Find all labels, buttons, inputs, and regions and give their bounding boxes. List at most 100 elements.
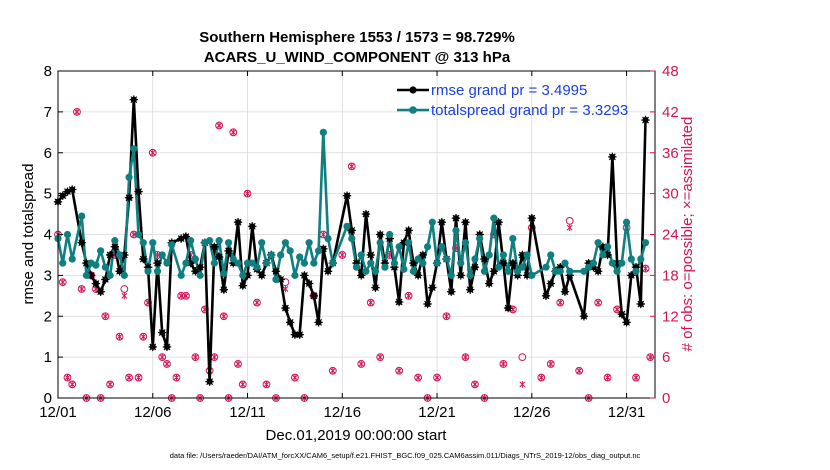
spread-point-114 <box>632 267 640 275</box>
spread-point-16 <box>134 230 143 239</box>
spread-point-112 <box>622 218 631 226</box>
obs-possible-point-69 <box>518 353 527 362</box>
obs-assimilated-point-54 <box>377 353 384 361</box>
spread-point-22 <box>163 259 171 267</box>
spread-point-110 <box>613 267 621 275</box>
spread-point-65 <box>381 263 389 271</box>
spread-point-72 <box>414 255 422 263</box>
spread-point-57 <box>343 222 351 230</box>
spread-point-52 <box>310 259 318 267</box>
spread-point-74 <box>423 243 432 251</box>
rmse-point-33 <box>219 285 229 294</box>
rmse-point-92 <box>508 258 518 268</box>
x-tick-label-2: 12/11 <box>229 404 265 421</box>
y-right-tick-label-1: 6 <box>662 349 670 366</box>
spread-point-69 <box>400 265 408 273</box>
obs-count-layer <box>54 107 655 402</box>
spread-point-23 <box>168 241 176 249</box>
spread-point-102 <box>566 267 574 275</box>
spread-point-2 <box>63 230 72 239</box>
legend-rmse-label: rmse grand pr = 3.4995 <box>431 82 587 99</box>
rmse-point-3 <box>68 185 77 194</box>
spread-point-70 <box>405 239 413 247</box>
obs-assimilated-point-3 <box>69 380 76 388</box>
obs-assimilated-point-50 <box>339 251 346 259</box>
spread-point-93 <box>513 267 522 275</box>
obs-assimilated-point-40 <box>244 190 251 198</box>
rmse-point-74 <box>423 299 432 309</box>
spread-point-67 <box>390 259 399 267</box>
spread-point-104 <box>585 263 593 271</box>
rmse-point-106 <box>593 267 603 276</box>
x-tick-label-1: 12/06 <box>134 404 172 421</box>
rmse-point-111 <box>617 310 627 319</box>
rmse-point-72 <box>413 271 423 280</box>
spread-point-31 <box>210 259 218 267</box>
spread-point-95 <box>523 251 531 259</box>
spread-point-68 <box>395 243 403 251</box>
obs-assimilated-point-15 <box>126 374 133 381</box>
spread-point-56 <box>329 259 337 267</box>
rmse-point-55 <box>323 267 333 276</box>
legend-rmse-marker <box>409 86 417 94</box>
spread-point-85 <box>476 234 484 243</box>
spread-point-34 <box>224 239 233 247</box>
spread-point-48 <box>291 271 299 279</box>
spread-point-81 <box>457 259 465 267</box>
rmse-point-103 <box>579 312 589 321</box>
obs-assimilated-point-73 <box>557 299 564 307</box>
obs-assimilated-point-26 <box>178 292 185 300</box>
obs-assimilated-point-42 <box>263 380 270 388</box>
spread-point-58 <box>348 234 356 243</box>
chart-title-line1: Southern Hemisphere 1553 / 1573 = 98.729… <box>199 29 515 46</box>
y-left-tick-label-5: 5 <box>44 186 52 203</box>
rmse-point-77 <box>437 218 446 227</box>
spread-point-37 <box>239 271 247 279</box>
spread-point-63 <box>371 267 380 275</box>
rmse-point-113 <box>627 271 636 280</box>
rmse-point-19 <box>148 342 157 352</box>
spread-point-33 <box>220 269 228 277</box>
obs-assimilated-point-71 <box>538 374 545 381</box>
obs-assimilated-point-49 <box>329 367 336 375</box>
y-right-tick-label-8: 48 <box>662 63 679 80</box>
spread-point-77 <box>438 243 446 251</box>
spread-point-105 <box>589 259 598 267</box>
obs-assimilated-point-56 <box>396 367 403 375</box>
obs-assimilated-point-60 <box>434 374 441 381</box>
rmse-point-21 <box>158 328 167 337</box>
obs-assimilated-point-63 <box>462 353 469 361</box>
obs-assimilated-point-82 <box>642 265 649 272</box>
spread-point-59 <box>352 263 361 271</box>
obs-assimilated-point-77 <box>595 299 602 307</box>
spread-point-5 <box>82 271 91 279</box>
spread-point-97 <box>542 263 550 271</box>
obs-assimilated-point-53 <box>367 299 374 307</box>
rmse-point-64 <box>375 230 385 239</box>
spread-point-89 <box>495 263 503 271</box>
rmse-point-116 <box>641 115 650 125</box>
y-left-tick-label-8: 8 <box>44 63 52 80</box>
rmse-point-112 <box>622 318 631 327</box>
y-right-tick-label-3: 18 <box>662 267 679 284</box>
rmse-point-79 <box>447 287 456 296</box>
y-left-tick-label-4: 4 <box>44 227 52 244</box>
rmse-point-44 <box>271 267 281 276</box>
spread-point-32 <box>215 237 223 245</box>
rmse-point-32 <box>214 252 224 262</box>
spread-point-82 <box>461 239 470 247</box>
rmse-point-62 <box>366 250 375 260</box>
rmse-point-98 <box>546 279 555 288</box>
rmse-point-63 <box>371 283 380 292</box>
y-axis-right-ticks: 0 6 12 18 24 30 36 42 48 <box>650 63 679 407</box>
obs-assimilated-point-35 <box>220 312 227 320</box>
spread-point-11 <box>111 237 119 245</box>
spread-point-21 <box>158 251 166 259</box>
rmse-point-61 <box>361 209 371 219</box>
obs-assimilated-point-4 <box>73 108 80 116</box>
rmse-point-89 <box>494 218 503 227</box>
spread-point-90 <box>499 251 507 259</box>
obs-assimilated-point-18 <box>140 333 147 341</box>
obs-assimilated-point-33 <box>211 353 218 361</box>
x-axis-label: Dec.01,2019 00:00:00 start <box>266 427 448 444</box>
